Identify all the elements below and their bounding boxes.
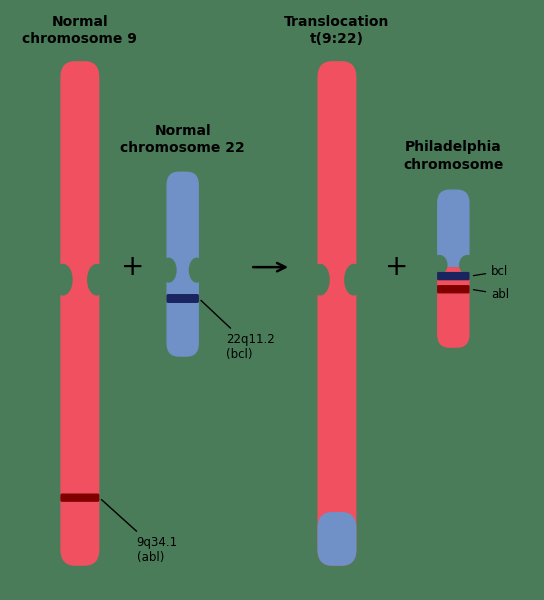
FancyBboxPatch shape (437, 190, 469, 267)
Text: Normal
chromosome 9: Normal chromosome 9 (22, 15, 137, 46)
FancyBboxPatch shape (60, 61, 100, 566)
Ellipse shape (53, 264, 73, 296)
FancyBboxPatch shape (60, 493, 100, 502)
Ellipse shape (311, 264, 330, 296)
Text: 22q11.2
(bcl): 22q11.2 (bcl) (201, 301, 275, 361)
FancyBboxPatch shape (437, 272, 469, 280)
Ellipse shape (344, 264, 363, 296)
Text: bcl: bcl (473, 265, 509, 278)
Text: +: + (121, 253, 144, 281)
Ellipse shape (431, 255, 448, 275)
Text: abl: abl (473, 287, 509, 301)
FancyBboxPatch shape (166, 294, 199, 303)
FancyBboxPatch shape (437, 267, 469, 348)
Text: +: + (385, 253, 408, 281)
Ellipse shape (87, 264, 107, 296)
Ellipse shape (160, 257, 177, 283)
FancyBboxPatch shape (166, 172, 199, 357)
FancyBboxPatch shape (437, 285, 469, 293)
Ellipse shape (189, 257, 205, 283)
Text: Normal
chromosome 22: Normal chromosome 22 (120, 124, 245, 155)
Text: Philadelphia
chromosome: Philadelphia chromosome (403, 140, 504, 172)
Text: 9q34.1
(abl): 9q34.1 (abl) (101, 500, 178, 564)
Ellipse shape (459, 255, 475, 275)
FancyBboxPatch shape (318, 512, 356, 566)
FancyBboxPatch shape (318, 61, 356, 566)
Text: Translocation
t(9:22): Translocation t(9:22) (285, 15, 390, 46)
